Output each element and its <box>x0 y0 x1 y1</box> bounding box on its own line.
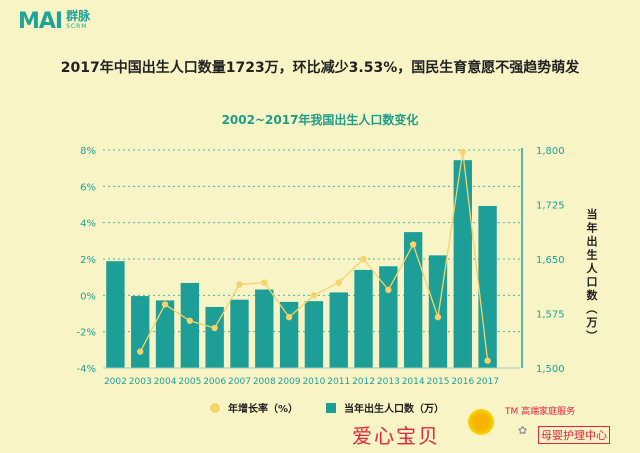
bar-2013 <box>379 266 398 368</box>
y-right-tick-label: 1,575 <box>536 310 565 321</box>
bar-2007 <box>230 299 249 368</box>
x-tick-label: 2015 <box>427 377 450 387</box>
y-left-tick-label: 4% <box>80 219 96 230</box>
x-tick-label: 2003 <box>129 377 152 387</box>
growth-point-2004 <box>161 301 169 308</box>
legend-label-births: 当年出生人口数（万） <box>344 404 445 415</box>
growth-point-2006 <box>211 324 218 332</box>
growth-point-2007 <box>236 281 243 288</box>
growth-point-2017 <box>484 357 491 364</box>
bar-2002 <box>106 261 125 368</box>
growth-point-2012 <box>360 255 367 263</box>
growth-point-2010 <box>310 292 318 299</box>
x-tick-label: 2006 <box>203 377 226 387</box>
growth-point-2008 <box>261 279 268 286</box>
bar-2009 <box>279 301 299 368</box>
y-left-tick-label: -4% <box>77 364 96 375</box>
growth-point-2016 <box>459 148 466 156</box>
y-right-axis-label: （ <box>585 303 598 314</box>
x-tick-label: 2005 <box>178 377 201 387</box>
legend-item-growth: 年增长率（%） <box>210 400 298 415</box>
y-right-axis-label: 口 <box>587 276 598 289</box>
bar-2006 <box>205 306 224 368</box>
x-tick-label: 2014 <box>402 377 425 387</box>
bar-2010 <box>304 301 324 368</box>
x-tick-label: 2017 <box>476 377 499 387</box>
x-tick-label: 2008 <box>253 377 276 387</box>
y-right-axis-label: 人 <box>587 261 599 275</box>
y-right-axis-label: 万 <box>586 316 598 329</box>
watermark-brand: 爱心宝贝 <box>352 424 440 448</box>
bar-2016 <box>453 160 472 368</box>
y-left-tick-label: 2% <box>80 255 96 266</box>
legend-item-births: 当年出生人口数（万） <box>326 400 444 415</box>
x-tick-label: 2009 <box>278 377 301 387</box>
growth-point-2014 <box>409 241 417 248</box>
y-right-tick-label: 1,800 <box>536 146 565 157</box>
y-left-tick-label: 0% <box>80 291 96 302</box>
y-right-axis-label: 数 <box>587 288 599 302</box>
legend-square-icon <box>326 402 337 413</box>
x-tick-label: 2012 <box>352 377 375 387</box>
x-tick-label: 2016 <box>451 377 474 387</box>
wechat-icon: ✿ <box>518 424 528 437</box>
x-tick-label: 2010 <box>302 377 325 387</box>
growth-point-2015 <box>434 313 442 321</box>
watermark-service: 母婴护理中心 <box>538 426 610 444</box>
legend-label-growth: 年增长率（%） <box>228 404 299 415</box>
chart-legend: 年增长率（%） 当年出生人口数（万） <box>210 400 444 415</box>
brand-logo: MAI 群脉 SCRM <box>18 10 90 34</box>
bar-2012 <box>354 269 373 368</box>
y-right-tick-label: 1,500 <box>536 364 565 375</box>
x-tick-label: 2002 <box>104 377 127 387</box>
growth-point-2005 <box>186 317 194 324</box>
bar-2017 <box>478 205 497 368</box>
y-right-axis-label: 出 <box>587 234 598 248</box>
bar-2008 <box>255 289 274 368</box>
bar-2014 <box>403 232 423 368</box>
logo-name: 群脉 <box>66 9 91 23</box>
y-right-tick-label: 1,650 <box>536 255 565 266</box>
sun-logo-icon <box>466 407 496 437</box>
bar-2004 <box>155 300 175 368</box>
y-right-tick-label: 1,725 <box>536 201 565 212</box>
y-right-axis-label: ） <box>585 330 598 341</box>
y-left-tick-label: -2% <box>77 328 96 339</box>
growth-point-2011 <box>335 279 342 286</box>
x-tick-label: 2007 <box>228 377 251 387</box>
y-left-tick-label: 6% <box>80 182 96 193</box>
watermark-tm: TM 高端家庭服务 <box>505 407 576 417</box>
bar-2003 <box>131 296 150 368</box>
page-headline: 2017年中国出生人口数量1723万，环比减少3.53%，国民生育意愿不强趋势萌… <box>60 60 580 76</box>
y-right-axis-label: 当 <box>587 207 598 221</box>
growth-point-2013 <box>385 286 392 294</box>
x-tick-label: 2011 <box>327 377 350 387</box>
x-tick-label: 2004 <box>154 377 177 387</box>
growth-point-2009 <box>285 313 293 321</box>
logo-mark: MAI <box>18 9 63 34</box>
x-tick-label: 2013 <box>377 377 400 387</box>
growth-point-2003 <box>137 348 144 355</box>
bar-2005 <box>180 282 200 368</box>
chart-title: 2002~2017年我国出生人口数变化 <box>221 113 419 127</box>
y-right-axis-label: 年 <box>587 221 598 235</box>
logo-sub: SCRM <box>66 23 88 30</box>
legend-dot-icon <box>210 402 220 413</box>
y-right-axis-label: 生 <box>587 248 598 262</box>
bar-2011 <box>329 292 348 368</box>
y-left-tick-label: 8% <box>80 146 96 157</box>
